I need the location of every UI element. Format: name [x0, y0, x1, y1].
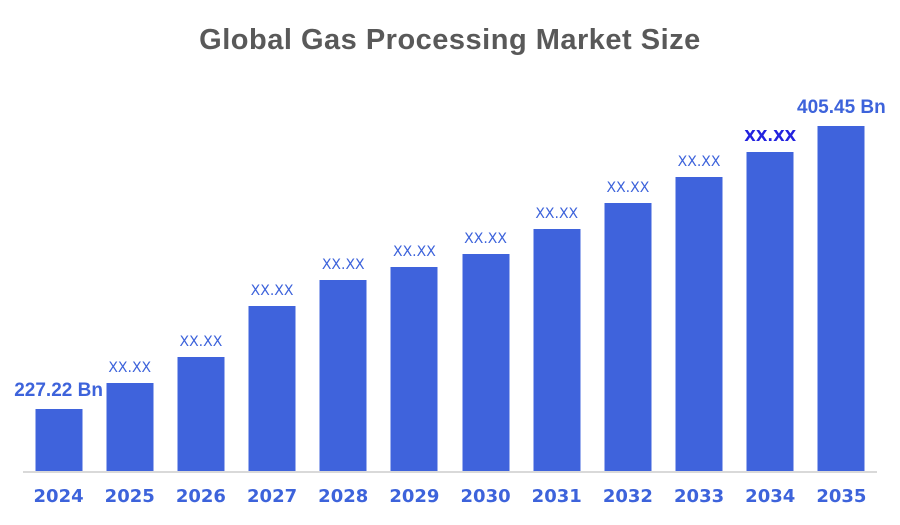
bar-group-2030: XX.XX 2030 [450, 0, 521, 525]
x-axis-label-2032: 2032 [602, 486, 653, 507]
bar-2032 [604, 203, 652, 471]
bar-value-label-2032: XX.XX [606, 180, 650, 196]
bar-2027 [248, 306, 296, 471]
x-axis-label-2035: 2035 [816, 486, 867, 507]
bar-2026 [177, 357, 225, 471]
x-axis-label-2033: 2033 [674, 486, 725, 507]
bar-2028 [319, 280, 367, 471]
bar-2034 [746, 152, 794, 471]
bar-group-2032: XX.XX 2032 [592, 0, 663, 525]
bar-group-2035: 405.45 Bn 2035 [797, 0, 886, 525]
bar-2033 [675, 177, 723, 471]
bar-value-label-2025: XX.XX [108, 360, 152, 376]
bar-group-2034: XX.XX 2034 [735, 0, 806, 525]
x-axis-label-2026: 2026 [175, 486, 226, 507]
bar-2024 [35, 409, 83, 471]
bar-2030 [462, 254, 510, 471]
x-axis-label-2025: 2025 [104, 486, 155, 507]
x-axis-label-2034: 2034 [745, 486, 796, 507]
bar-group-2024: 227.22 Bn 2024 [14, 0, 103, 525]
bar-group-2033: XX.XX 2033 [664, 0, 735, 525]
bar-group-2031: XX.XX 2031 [521, 0, 592, 525]
x-axis-label-2024: 2024 [33, 486, 84, 507]
bar-2025 [106, 383, 154, 471]
bar-group-2027: XX.XX 2027 [237, 0, 308, 525]
bar-group-2028: XX.XX 2028 [308, 0, 379, 525]
bar-2035 [817, 126, 865, 471]
bar-2031 [533, 229, 581, 471]
bar-value-label-2031: XX.XX [535, 206, 579, 222]
bar-value-label-2028: XX.XX [321, 257, 365, 273]
bar-value-label-2026: XX.XX [179, 334, 223, 350]
bar-value-label-2024: 227.22 Bn [14, 380, 103, 401]
bar-group-2029: XX.XX 2029 [379, 0, 450, 525]
bar-value-label-2027: XX.XX [250, 283, 294, 299]
x-axis-line [23, 471, 877, 473]
bar-2029 [390, 267, 438, 471]
bar-value-label-2033: XX.XX [677, 154, 721, 170]
bar-value-label-2030: XX.XX [464, 231, 507, 247]
x-axis-label-2031: 2031 [531, 486, 582, 507]
bar-group-2026: XX.XX 2026 [165, 0, 236, 525]
bar-group-2025: XX.XX 2025 [94, 0, 165, 525]
chart-title: Global Gas Processing Market Size [199, 24, 701, 56]
x-axis-label-2028: 2028 [318, 486, 369, 507]
bar-value-label-2029: XX.XX [392, 244, 436, 260]
bar-value-label-2035: 405.45 Bn [797, 97, 886, 118]
bar-value-label-2034: XX.XX [744, 127, 797, 145]
x-axis-label-2030: 2030 [460, 486, 511, 507]
plot-area: 227.22 Bn 2024 XX.XX 2025 XX.XX 2026 XX.XX 2027… [14, 0, 886, 525]
x-axis-label-2027: 2027 [247, 486, 298, 507]
x-axis-label-2029: 2029 [389, 486, 440, 507]
